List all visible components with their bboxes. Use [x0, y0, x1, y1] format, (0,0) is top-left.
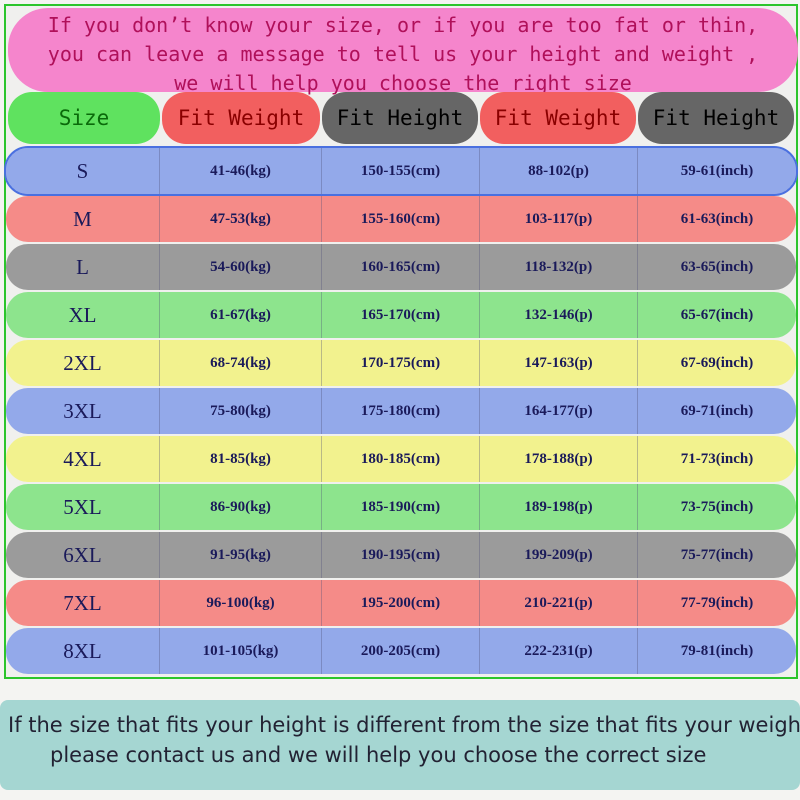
cell-inch: 73-75(inch) [680, 498, 754, 515]
cell-p: 132-146(p) [480, 292, 638, 338]
size-row: L 54-60(kg) 160-165(cm) 118-132(p) 63-65(inc… [6, 244, 796, 290]
banner-line: we will help you choose the right size [174, 71, 632, 95]
header-fit-weight-kg: Fit Weight [162, 92, 320, 144]
banner-line: If you don’t know your size, or if you a… [47, 13, 759, 37]
cell-cm: 180-185(cm) [322, 436, 480, 482]
cell-p: 164-177(p) [480, 388, 638, 434]
size-row: M 47-53(kg) 155-160(cm) 103-117(p) 61-63(inc… [6, 196, 796, 242]
cell-kg: 91-95(kg) [160, 532, 322, 578]
header-fit-height-cm: Fit Height [322, 92, 478, 144]
header-fit-weight-p: Fit Weight [480, 92, 636, 144]
cell-p: 118-132(p) [480, 244, 638, 290]
cell-p: 222-231(p) [480, 628, 638, 674]
cell-kg: 75-80(kg) [160, 388, 322, 434]
header-fit-height-inch: Fit Height [638, 92, 794, 144]
cell-size: M [6, 196, 160, 242]
cell-size: S [6, 148, 160, 194]
cell-inch: 69-71(inch) [680, 402, 754, 419]
cell-cm: 175-180(cm) [322, 388, 480, 434]
size-row: 8XL 101-105(kg) 200-205(cm) 222-231(p) 79-81… [6, 628, 796, 674]
cell-kg: 81-85(kg) [160, 436, 322, 482]
cell-cm: 195-200(cm) [322, 580, 480, 626]
size-row: 7XL 96-100(kg) 195-200(cm) 210-221(p) 77-79(… [6, 580, 796, 626]
cell-kg: 101-105(kg) [160, 628, 322, 674]
cell-p: 103-117(p) [480, 196, 638, 242]
cell-size: 4XL [6, 436, 160, 482]
cell-p: 178-188(p) [480, 436, 638, 482]
cell-inch: 71-73(inch) [680, 450, 754, 467]
cell-p: 199-209(p) [480, 532, 638, 578]
cell-size: 2XL [6, 340, 160, 386]
size-row: 6XL 91-95(kg) 190-195(cm) 199-209(p) 75-77(i… [6, 532, 796, 578]
cell-size: XL [6, 292, 160, 338]
cell-cm: 165-170(cm) [322, 292, 480, 338]
size-row: 5XL 86-90(kg) 185-190(cm) 189-198(p) 73-75(i… [6, 484, 796, 530]
size-row: S 41-46(kg) 150-155(cm) 88-102(p) 59-61(inch… [4, 146, 798, 196]
size-row: XL 61-67(kg) 165-170(cm) 132-146(p) 65-67(in… [6, 292, 796, 338]
size-row: 2XL 68-74(kg) 170-175(cm) 147-163(p) 67-69(i… [6, 340, 796, 386]
cell-p: 88-102(p) [480, 148, 638, 194]
cell-p: 189-198(p) [480, 484, 638, 530]
cell-kg: 68-74(kg) [160, 340, 322, 386]
footer-line: please contact us and we will help you c… [50, 743, 707, 767]
contact-footer: If the size that fits your height is dif… [0, 700, 800, 790]
cell-inch: 75-77(inch) [680, 546, 754, 563]
cell-p: 147-163(p) [480, 340, 638, 386]
cell-cm: 200-205(cm) [322, 628, 480, 674]
cell-kg: 86-90(kg) [160, 484, 322, 530]
banner-line: you can leave a message to tell us your … [47, 42, 759, 66]
cell-kg: 47-53(kg) [160, 196, 322, 242]
cell-inch: 65-67(inch) [680, 306, 754, 323]
cell-cm: 170-175(cm) [322, 340, 480, 386]
cell-kg: 96-100(kg) [160, 580, 322, 626]
cell-size: 7XL [6, 580, 160, 626]
cell-inch: 79-81(inch) [680, 642, 754, 659]
size-row: 4XL 81-85(kg) 180-185(cm) 178-188(p) 71-73(i… [6, 436, 796, 482]
cell-inch: 67-69(inch) [680, 354, 754, 371]
cell-inch: 59-61(inch) [680, 162, 754, 179]
cell-cm: 190-195(cm) [322, 532, 480, 578]
cell-size: 8XL [6, 628, 160, 674]
cell-inch: 63-65(inch) [680, 258, 754, 275]
cell-cm: 150-155(cm) [322, 148, 480, 194]
cell-inch: 61-63(inch) [680, 210, 754, 227]
footer-line: If the size that fits your height is dif… [8, 713, 800, 737]
cell-cm: 155-160(cm) [322, 196, 480, 242]
cell-size: L [6, 244, 160, 290]
cell-size: 5XL [6, 484, 160, 530]
size-row: 3XL 75-80(kg) 175-180(cm) 164-177(p) 69-71(i… [6, 388, 796, 434]
cell-size: 3XL [6, 388, 160, 434]
cell-kg: 54-60(kg) [160, 244, 322, 290]
size-help-banner: If you don’t know your size, or if you a… [8, 8, 798, 95]
cell-cm: 185-190(cm) [322, 484, 480, 530]
header-size: Size [8, 92, 160, 144]
cell-cm: 160-165(cm) [322, 244, 480, 290]
cell-size: 6XL [6, 532, 160, 578]
cell-inch: 77-79(inch) [680, 594, 754, 611]
cell-kg: 41-46(kg) [160, 148, 322, 194]
cell-kg: 61-67(kg) [160, 292, 322, 338]
cell-p: 210-221(p) [480, 580, 638, 626]
